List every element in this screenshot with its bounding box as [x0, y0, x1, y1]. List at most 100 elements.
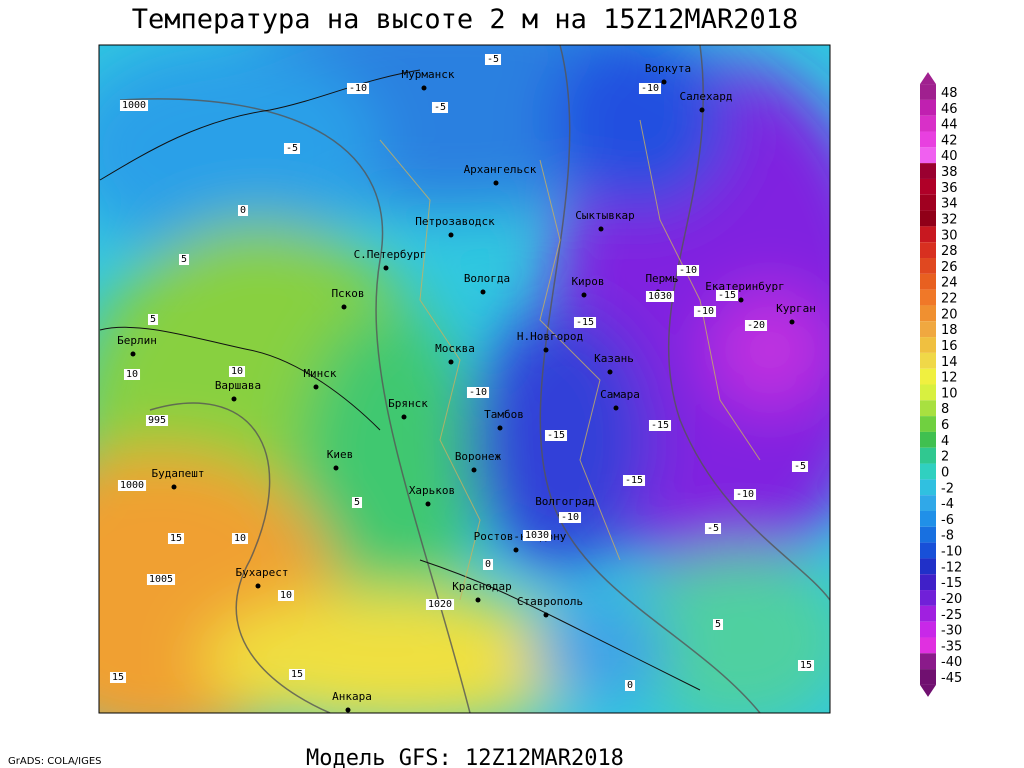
- contour-label-box: [715, 290, 739, 301]
- contour-label-box: [283, 143, 301, 154]
- city-dot: [345, 707, 351, 713]
- city-label: Ставрополь: [517, 595, 583, 608]
- city-dot: [699, 107, 705, 113]
- contour-label: 10: [234, 533, 246, 544]
- contour-label: 1000: [120, 480, 144, 491]
- contour-label: 5: [181, 254, 187, 265]
- contour-label-box: [522, 530, 552, 541]
- city-dot: [543, 612, 549, 618]
- title: Температура на высоте 2 м на 15Z12MAR201…: [132, 4, 798, 35]
- colorbar-box: [920, 178, 936, 195]
- contour-label-box: [482, 559, 494, 570]
- city-label: Анкара: [332, 690, 372, 703]
- city-dot: [607, 369, 613, 375]
- contour-label-box: [573, 317, 597, 328]
- colorbar-box: [920, 321, 936, 338]
- city-dot: [383, 265, 389, 271]
- contour-label: 10: [231, 366, 243, 377]
- colorbar-box: [920, 84, 936, 100]
- contour-label: -10: [561, 512, 579, 523]
- colorbar-label: -35: [941, 639, 962, 654]
- city-dot: [661, 79, 667, 85]
- contour-label: 1020: [428, 599, 452, 610]
- contour-label: 0: [485, 559, 491, 570]
- city-dot: [480, 289, 486, 295]
- city-label: Киев: [327, 448, 354, 461]
- colorbar-label: -45: [941, 671, 962, 686]
- contour-label: -5: [707, 523, 719, 534]
- city-label: Волгоград: [535, 495, 595, 508]
- colorbar-label: -6: [941, 513, 954, 528]
- contour-label-box: [712, 619, 724, 630]
- contour-label: -10: [641, 83, 659, 94]
- contour-label-box: [123, 369, 141, 380]
- colorbar-label: 20: [941, 307, 958, 322]
- contour-label-box: [622, 475, 646, 486]
- colorbar-label: 32: [941, 212, 958, 227]
- contour-label-box: [288, 669, 306, 680]
- contour-label-box: [638, 83, 662, 94]
- city-dot: [497, 425, 503, 431]
- contour-label-box: [648, 420, 672, 431]
- colorbar-box: [920, 163, 936, 179]
- contour-label-box: [147, 314, 159, 325]
- city-dot: [613, 405, 619, 411]
- city-label: Москва: [435, 342, 475, 355]
- contour-label: -15: [651, 420, 669, 431]
- colorbar-box: [920, 115, 936, 132]
- city-dot: [313, 384, 319, 390]
- city-dot: [513, 547, 519, 553]
- contour-label: 0: [627, 680, 633, 691]
- city-dot: [341, 304, 347, 310]
- colorbar-label: 44: [941, 118, 958, 133]
- colorbar-label: 14: [941, 355, 958, 370]
- contour-label: 0: [240, 205, 246, 216]
- colorbar-box: [920, 384, 936, 401]
- contour-label: -20: [747, 320, 765, 331]
- city-label: Псков: [331, 287, 364, 300]
- contour-label: 5: [354, 497, 360, 508]
- colorbar-box: [920, 210, 936, 227]
- contour-label: -5: [286, 143, 298, 154]
- colorbar-label: 30: [941, 228, 958, 243]
- contour-label-box: [624, 680, 636, 691]
- city-dot: [171, 484, 177, 490]
- contour-label-box: [797, 660, 815, 671]
- city-dot: [130, 351, 136, 357]
- contour-label-box: [693, 306, 717, 317]
- contour-label-box: [119, 100, 149, 111]
- contour-label: -5: [434, 102, 446, 113]
- city-label: Екатеринбург: [705, 280, 784, 293]
- colorbar-box: [920, 194, 936, 211]
- colorbar-box: [920, 400, 936, 417]
- contour-label-box: [733, 489, 757, 500]
- city-label: Варшава: [215, 379, 261, 392]
- contour-label: 1005: [149, 574, 173, 585]
- contour-label: 1000: [122, 100, 146, 111]
- colorbar-box: [920, 352, 936, 369]
- contour-label: -15: [718, 290, 736, 301]
- contour-label: 15: [800, 660, 812, 671]
- colorbar-label: 46: [941, 102, 958, 117]
- city-label: Киров: [571, 275, 604, 288]
- colorbar-box: [920, 242, 936, 259]
- contour-label: -10: [349, 83, 367, 94]
- colorbar-arrow: [920, 72, 936, 85]
- colorbar-box: [920, 669, 936, 685]
- city-label: Петрозаводск: [415, 215, 495, 228]
- colorbar-label: -30: [941, 624, 962, 639]
- colorbar-box: [920, 131, 936, 148]
- colorbar-box: [920, 273, 936, 290]
- colorbar-box: [920, 605, 936, 622]
- city-label: Тамбов: [484, 408, 524, 421]
- colorbar-label: 8: [941, 402, 949, 417]
- contour-label-box: [484, 54, 502, 65]
- contour-label: 5: [715, 619, 721, 630]
- city-label: Будапешт: [152, 467, 205, 480]
- colorbar-box: [920, 463, 936, 480]
- contour-label: -15: [547, 430, 565, 441]
- colorbar-label: -40: [941, 655, 962, 670]
- colorbar-box: [920, 337, 936, 353]
- city-label: Пермь: [645, 272, 678, 285]
- contour-label-box: [109, 672, 127, 683]
